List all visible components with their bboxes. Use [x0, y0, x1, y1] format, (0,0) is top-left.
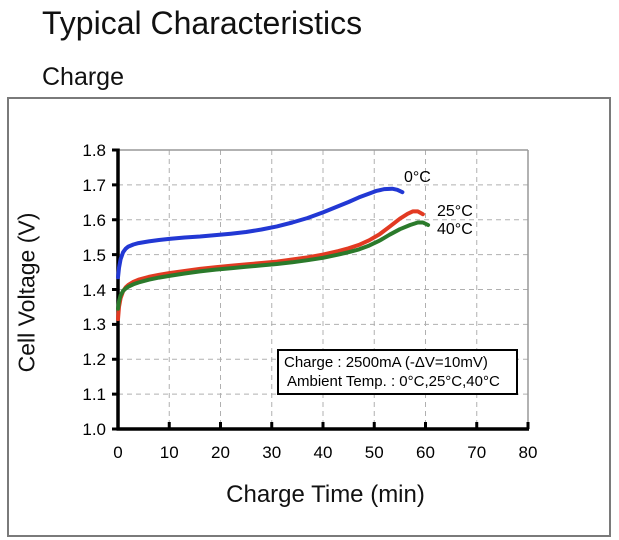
- y-tick-label: 1.2: [82, 350, 106, 370]
- y-tick-label: 1.6: [82, 210, 106, 230]
- x-tick-label: 50: [364, 443, 384, 462]
- x-tick-label: 40: [313, 443, 333, 462]
- x-tick-label: 20: [211, 443, 230, 462]
- x-tick-label: 60: [416, 443, 435, 462]
- x-tick-label: 80: [518, 443, 538, 462]
- x-tick-label: 10: [159, 443, 179, 462]
- y-tick-label: 1.5: [82, 245, 106, 265]
- x-tick-label: 0: [113, 443, 123, 462]
- series-label-0c: 0°C: [404, 169, 431, 186]
- curve-series-0: [116, 186, 405, 280]
- chart-subtitle: Charge: [42, 63, 124, 91]
- x-tick-label: 70: [467, 443, 487, 462]
- chart-frame: [7, 97, 611, 537]
- x-tick-label: 30: [262, 443, 282, 462]
- annotation-line-2: Ambient Temp. : 0°C,25°C,40°C: [287, 373, 500, 390]
- series-label-40c: 40°C: [437, 221, 473, 238]
- page-title: Typical Characteristics: [42, 5, 363, 41]
- y-tick-label: 1.8: [82, 141, 106, 160]
- y-tick-label: 1.4: [82, 280, 106, 300]
- x-axis-label: Charge Time (min): [226, 481, 425, 508]
- annotation-box: Charge : 2500mA (-ΔV=10mV) Ambient Temp.…: [277, 349, 518, 395]
- y-tick-label: 1.7: [82, 175, 106, 195]
- y-axis-label: Cell Voltage (V): [13, 212, 40, 373]
- y-tick-label: 1.0: [82, 420, 106, 439]
- y-tick-label: 1.1: [82, 385, 106, 405]
- curve-series-2: [116, 220, 431, 311]
- annotation-line-1: Charge : 2500mA (-ΔV=10mV): [284, 354, 488, 371]
- y-tick-label: 1.3: [82, 315, 106, 335]
- series-label-25c: 25°C: [437, 203, 473, 220]
